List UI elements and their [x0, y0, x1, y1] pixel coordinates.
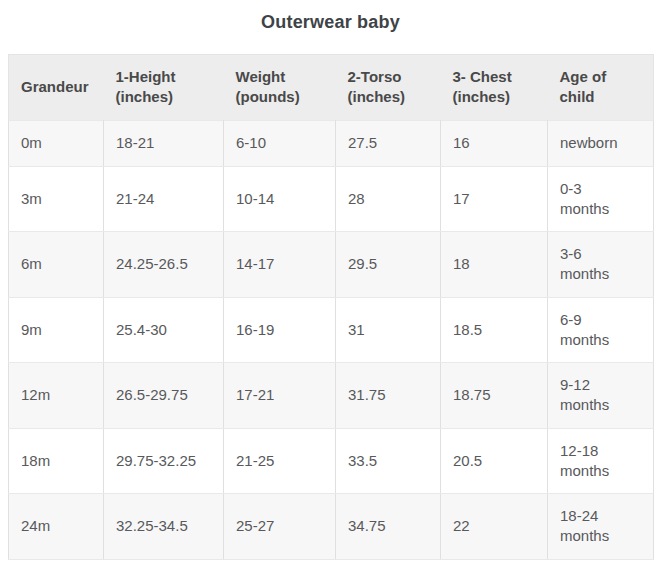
table-cell: 18.5 — [441, 297, 548, 363]
table-cell: 14-17 — [224, 232, 336, 298]
table-cell: 22 — [441, 494, 548, 560]
table-cell: 29.5 — [336, 232, 441, 298]
table-cell: 3-6 months — [548, 232, 654, 298]
table-cell: 12-18 months — [548, 428, 654, 494]
table-cell: 33.5 — [336, 428, 441, 494]
table-cell: 21-24 — [104, 166, 224, 232]
table-cell: 18.75 — [441, 363, 548, 429]
table-cell: 27.5 — [336, 120, 441, 166]
table-row: 0m 18-21 6-10 27.5 16 newborn — [9, 120, 654, 166]
table-cell: 31.75 — [336, 363, 441, 429]
table-cell: newborn — [548, 120, 654, 166]
table-cell: 17 — [441, 166, 548, 232]
table-cell: 3m — [9, 166, 104, 232]
table-cell: 6-9 months — [548, 297, 654, 363]
table-row: 3m 21-24 10-14 28 17 0-3 months — [9, 166, 654, 232]
table-row: 6m 24.25-26.5 14-17 29.5 18 3-6 months — [9, 232, 654, 298]
table-cell: 24.25-26.5 — [104, 232, 224, 298]
table-cell: 28 — [336, 166, 441, 232]
table-cell: 10-14 — [224, 166, 336, 232]
table-header-row: Grandeur 1-Height (inches) Weight (pound… — [9, 55, 654, 121]
table-cell: 29.75-32.25 — [104, 428, 224, 494]
table-cell: 34.75 — [336, 494, 441, 560]
column-header-height: 1-Height (inches) — [104, 55, 224, 121]
size-chart-table: Grandeur 1-Height (inches) Weight (pound… — [8, 54, 654, 560]
table-cell: 18-24 months — [548, 494, 654, 560]
table-cell: 18m — [9, 428, 104, 494]
table-cell: 31 — [336, 297, 441, 363]
table-cell: 26.5-29.75 — [104, 363, 224, 429]
table-row: 18m 29.75-32.25 21-25 33.5 20.5 12-18 mo… — [9, 428, 654, 494]
table-row: 9m 25.4-30 16-19 31 18.5 6-9 months — [9, 297, 654, 363]
table-cell: 9m — [9, 297, 104, 363]
column-header-age: Age of child — [548, 55, 654, 121]
column-header-grandeur: Grandeur — [9, 55, 104, 121]
table-cell: 6-10 — [224, 120, 336, 166]
table-cell: 32.25-34.5 — [104, 494, 224, 560]
table-cell: 6m — [9, 232, 104, 298]
page-title: Outerwear baby — [0, 12, 661, 33]
table-cell: 24m — [9, 494, 104, 560]
table-cell: 20.5 — [441, 428, 548, 494]
table-cell: 0m — [9, 120, 104, 166]
table-cell: 21-25 — [224, 428, 336, 494]
table-cell: 25-27 — [224, 494, 336, 560]
table-cell: 16 — [441, 120, 548, 166]
table-cell: 16-19 — [224, 297, 336, 363]
column-header-torso: 2-Torso (inches) — [336, 55, 441, 121]
table-cell: 0-3 months — [548, 166, 654, 232]
column-header-chest: 3- Chest (inches) — [441, 55, 548, 121]
table-cell: 18 — [441, 232, 548, 298]
table-cell: 9-12 months — [548, 363, 654, 429]
table-cell: 18-21 — [104, 120, 224, 166]
table-cell: 25.4-30 — [104, 297, 224, 363]
table-row: 24m 32.25-34.5 25-27 34.75 22 18-24 mont… — [9, 494, 654, 560]
table-cell: 17-21 — [224, 363, 336, 429]
table-row: 12m 26.5-29.75 17-21 31.75 18.75 9-12 mo… — [9, 363, 654, 429]
table-cell: 12m — [9, 363, 104, 429]
column-header-weight: Weight (pounds) — [224, 55, 336, 121]
